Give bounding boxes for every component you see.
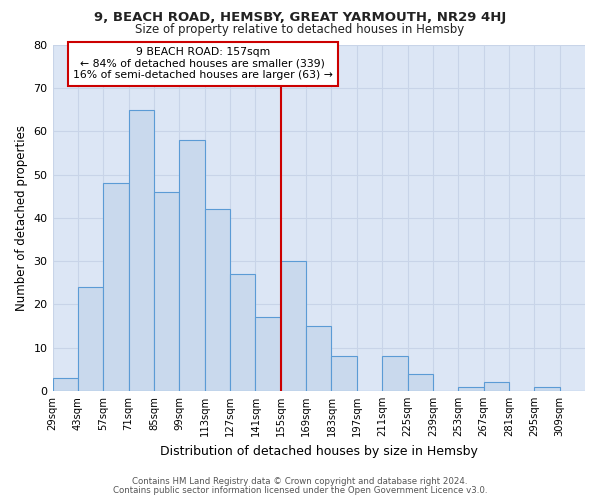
Bar [484,382,509,391]
Bar [78,287,103,391]
Bar [103,184,128,391]
Bar [306,326,331,391]
Text: 9, BEACH ROAD, HEMSBY, GREAT YARMOUTH, NR29 4HJ: 9, BEACH ROAD, HEMSBY, GREAT YARMOUTH, N… [94,11,506,24]
Bar [407,374,433,391]
Bar [53,378,78,391]
Bar [281,261,306,391]
Bar [382,356,407,391]
Y-axis label: Number of detached properties: Number of detached properties [15,125,28,311]
Bar [205,210,230,391]
Bar [154,192,179,391]
Bar [179,140,205,391]
Bar [256,318,281,391]
Bar [331,356,357,391]
Text: Size of property relative to detached houses in Hemsby: Size of property relative to detached ho… [136,22,464,36]
Bar [230,274,256,391]
X-axis label: Distribution of detached houses by size in Hemsby: Distribution of detached houses by size … [160,444,478,458]
Bar [458,386,484,391]
Bar [534,386,560,391]
Text: Contains HM Land Registry data © Crown copyright and database right 2024.: Contains HM Land Registry data © Crown c… [132,477,468,486]
Text: Contains public sector information licensed under the Open Government Licence v3: Contains public sector information licen… [113,486,487,495]
Bar [128,110,154,391]
Text: 9 BEACH ROAD: 157sqm
← 84% of detached houses are smaller (339)
16% of semi-deta: 9 BEACH ROAD: 157sqm ← 84% of detached h… [73,47,333,80]
